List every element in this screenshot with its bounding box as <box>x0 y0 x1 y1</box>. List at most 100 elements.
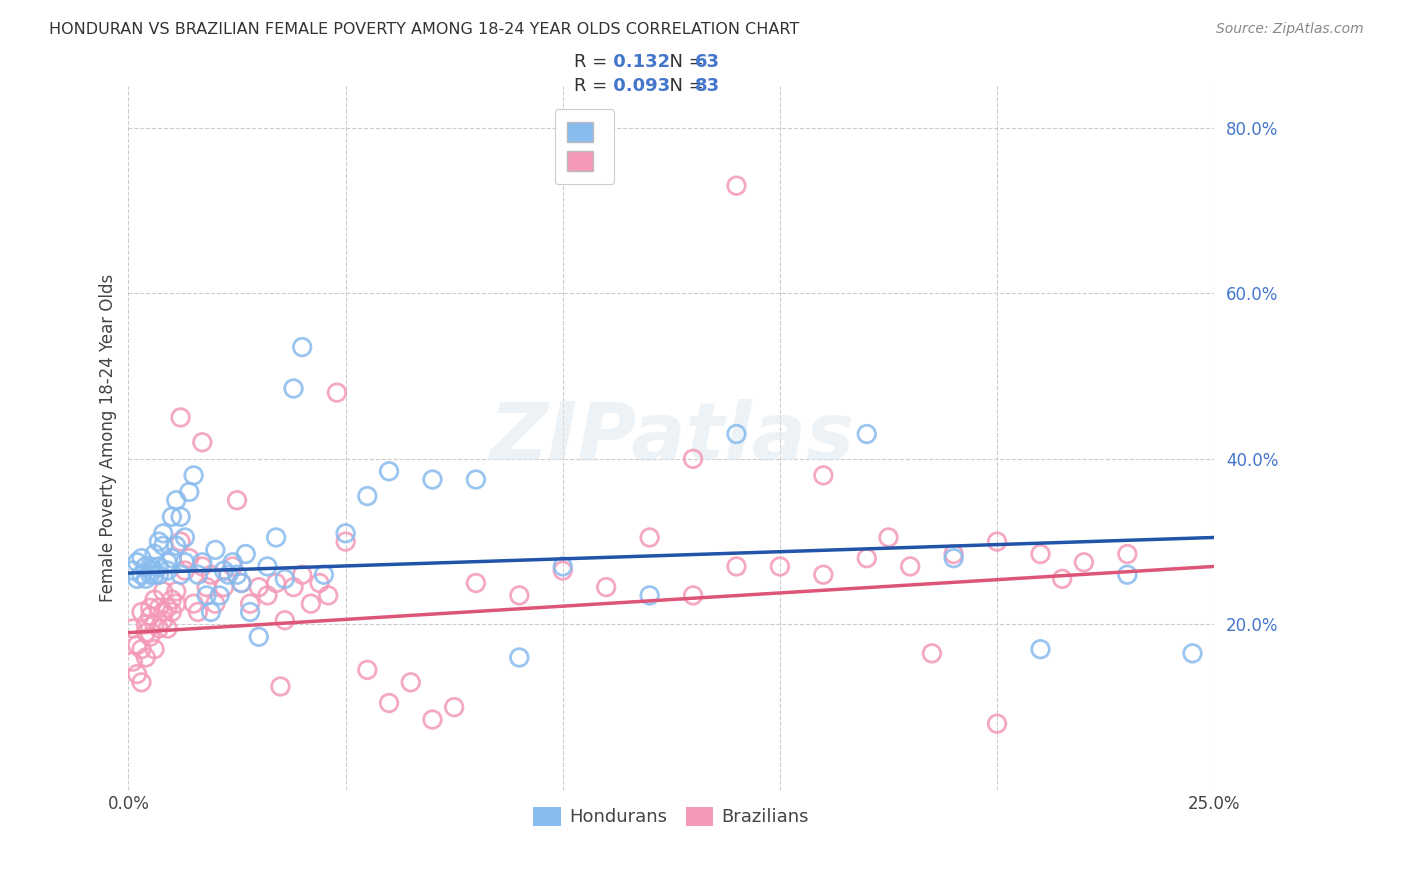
Point <box>187 605 209 619</box>
Point <box>165 539 187 553</box>
Point <box>195 580 218 594</box>
Point <box>179 551 201 566</box>
Point <box>148 567 170 582</box>
Point <box>356 663 378 677</box>
Point <box>148 622 170 636</box>
Point <box>1181 646 1204 660</box>
Point <box>165 597 187 611</box>
Y-axis label: Female Poverty Among 18-24 Year Olds: Female Poverty Among 18-24 Year Olds <box>100 274 117 602</box>
Point <box>231 576 253 591</box>
Point <box>269 680 291 694</box>
Point <box>264 531 287 545</box>
Point <box>274 613 297 627</box>
Point <box>143 642 166 657</box>
Point <box>335 526 357 541</box>
Point <box>152 613 174 627</box>
Text: ZIPatlas: ZIPatlas <box>489 399 853 477</box>
Point <box>725 427 748 442</box>
Point <box>274 572 297 586</box>
Point <box>1029 642 1052 657</box>
Point <box>813 567 835 582</box>
Point <box>131 567 153 582</box>
Point <box>399 675 422 690</box>
Point <box>1073 555 1095 569</box>
Point <box>212 564 235 578</box>
Text: HONDURAN VS BRAZILIAN FEMALE POVERTY AMONG 18-24 YEAR OLDS CORRELATION CHART: HONDURAN VS BRAZILIAN FEMALE POVERTY AMO… <box>49 22 800 37</box>
Point <box>179 485 201 500</box>
Point <box>131 605 153 619</box>
Point <box>191 555 214 569</box>
Point <box>312 567 335 582</box>
Point <box>127 555 149 569</box>
Point <box>877 531 900 545</box>
Point <box>378 696 401 710</box>
Point <box>769 559 792 574</box>
Point <box>174 564 197 578</box>
Point <box>291 567 314 582</box>
Point <box>239 605 262 619</box>
Point <box>217 567 239 582</box>
Point <box>152 526 174 541</box>
Point <box>316 588 339 602</box>
Text: R =: R = <box>574 77 613 95</box>
Point <box>143 547 166 561</box>
Point <box>986 716 1008 731</box>
Point <box>139 609 162 624</box>
Point <box>264 576 287 591</box>
Point <box>855 427 877 442</box>
Point <box>160 509 183 524</box>
Point <box>148 559 170 574</box>
Point <box>464 473 486 487</box>
Point <box>191 559 214 574</box>
Point <box>378 464 401 478</box>
Point <box>121 655 143 669</box>
Point <box>174 531 197 545</box>
Point <box>256 559 278 574</box>
Point <box>308 576 330 591</box>
Point <box>148 534 170 549</box>
Point <box>195 588 218 602</box>
Point <box>135 625 157 640</box>
Point <box>1116 567 1139 582</box>
Point <box>204 542 226 557</box>
Legend: Hondurans, Brazilians: Hondurans, Brazilians <box>526 799 817 834</box>
Point <box>152 584 174 599</box>
Point <box>725 178 748 193</box>
Point <box>299 597 322 611</box>
Point <box>1116 547 1139 561</box>
Point <box>165 493 187 508</box>
Point <box>291 340 314 354</box>
Point <box>121 622 143 636</box>
Text: R =: R = <box>574 54 613 71</box>
Point <box>183 468 205 483</box>
Point <box>135 559 157 574</box>
Point <box>169 567 191 582</box>
Point <box>135 617 157 632</box>
Text: Source: ZipAtlas.com: Source: ZipAtlas.com <box>1216 22 1364 37</box>
Point <box>551 564 574 578</box>
Point <box>127 638 149 652</box>
Point <box>143 567 166 582</box>
Point <box>422 473 444 487</box>
Point <box>725 559 748 574</box>
Point <box>152 605 174 619</box>
Point <box>239 597 262 611</box>
Point <box>139 559 162 574</box>
Point <box>200 567 222 582</box>
Point <box>247 630 270 644</box>
Text: N =: N = <box>658 77 710 95</box>
Point <box>143 617 166 632</box>
Point <box>139 600 162 615</box>
Point <box>226 567 249 582</box>
Point <box>127 572 149 586</box>
Point <box>127 667 149 681</box>
Point <box>283 580 305 594</box>
Point <box>898 559 921 574</box>
Point <box>135 572 157 586</box>
Point <box>1029 547 1052 561</box>
Point <box>156 600 179 615</box>
Point <box>1050 572 1073 586</box>
Point <box>508 650 530 665</box>
Point <box>256 588 278 602</box>
Point <box>508 588 530 602</box>
